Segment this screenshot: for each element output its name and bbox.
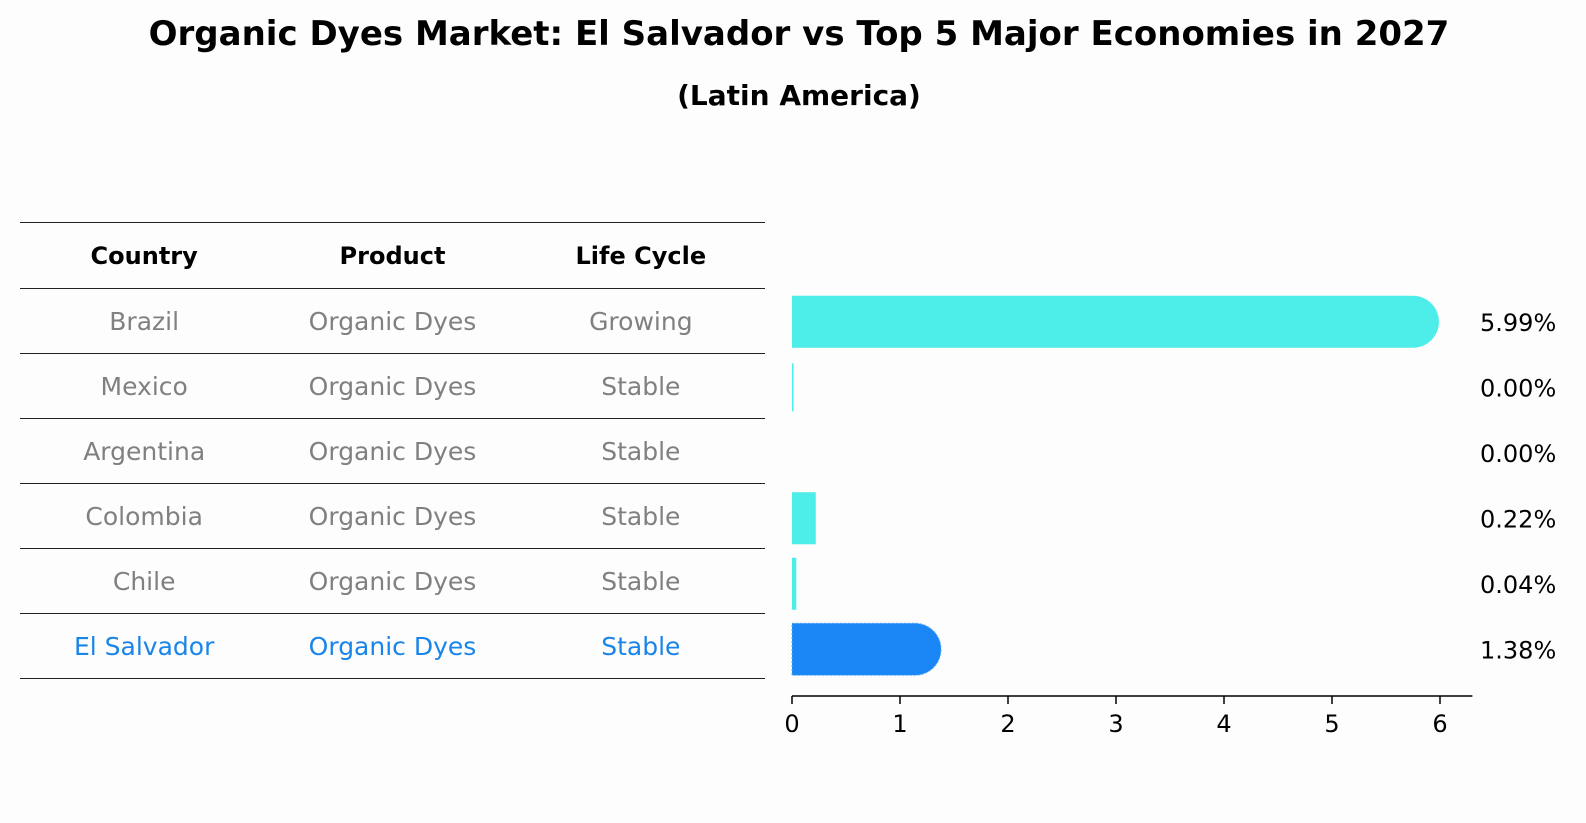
bar-mexico — [792, 363, 794, 412]
life-cycle-cell: Stable — [601, 631, 681, 661]
country-cell: Argentina — [83, 436, 206, 466]
value-label: 0.22% — [1480, 505, 1556, 533]
value-label: 0.04% — [1480, 571, 1556, 599]
data-table: Country Product Life Cycle Brazil Organi… — [20, 222, 765, 679]
product-cell: Organic Dyes — [308, 566, 477, 596]
value-label: 0.00% — [1480, 374, 1556, 402]
country-cell: Mexico — [100, 371, 188, 401]
bar-chile — [792, 557, 797, 610]
life-cycle-cell: Stable — [601, 501, 681, 531]
value-label: 1.38% — [1480, 636, 1556, 664]
x-tick-label: 4 — [1216, 710, 1231, 738]
value-label: 5.99% — [1480, 309, 1556, 337]
life-cycle-cell: Growing — [589, 306, 693, 336]
bar-colombia — [792, 492, 816, 545]
product-cell: Organic Dyes — [308, 631, 477, 661]
bar-el-salvador — [791, 622, 942, 676]
life-cycle-cell: Stable — [601, 566, 681, 596]
header-country: Country — [90, 241, 198, 270]
x-tick-label: 6 — [1432, 710, 1447, 738]
product-cell: Organic Dyes — [308, 436, 477, 466]
table-row-highlighted: El Salvador Organic Dyes Stable — [20, 614, 765, 679]
table-row: Colombia Organic Dyes Stable — [20, 484, 765, 549]
country-cell: El Salvador — [73, 631, 215, 661]
table-row: Mexico Organic Dyes Stable — [20, 354, 765, 419]
table-row: Argentina Organic Dyes Stable — [20, 419, 765, 484]
x-tick-label: 3 — [1108, 710, 1123, 738]
product-cell: Organic Dyes — [308, 371, 477, 401]
value-label: 0.00% — [1480, 440, 1556, 468]
table-row: Chile Organic Dyes Stable — [20, 549, 765, 614]
product-cell: Organic Dyes — [308, 306, 477, 336]
product-cell: Organic Dyes — [308, 501, 477, 531]
x-tick-label: 1 — [892, 710, 907, 738]
header-life-cycle: Life Cycle — [575, 241, 707, 270]
x-tick-label: 0 — [784, 710, 799, 738]
chart-title: Organic Dyes Market: El Salvador vs Top … — [148, 14, 1450, 54]
table-header-row: Country Product Life Cycle — [20, 222, 765, 289]
x-tick-label: 2 — [1000, 710, 1015, 738]
country-cell: Brazil — [109, 306, 180, 336]
country-cell: Colombia — [85, 501, 203, 531]
life-cycle-cell: Stable — [601, 371, 681, 401]
country-cell: Chile — [112, 566, 176, 596]
x-tick-label: 5 — [1324, 710, 1339, 738]
chart-subtitle: (Latin America) — [677, 79, 921, 112]
life-cycle-cell: Stable — [601, 436, 681, 466]
bar-brazil — [792, 295, 1439, 348]
table-row: Brazil Organic Dyes Growing — [20, 289, 765, 354]
header-product: Product — [339, 241, 446, 270]
